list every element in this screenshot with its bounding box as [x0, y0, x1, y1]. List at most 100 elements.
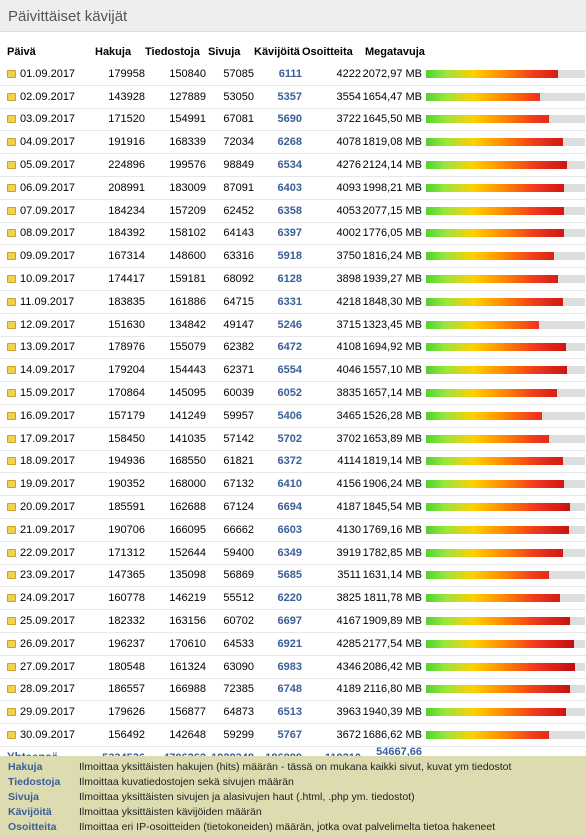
- row-visitors[interactable]: 6410: [277, 478, 302, 491]
- row-mb: 1694,92 MB: [362, 341, 422, 354]
- row-mb: 1782,85 MB: [362, 546, 422, 559]
- row-visitors[interactable]: 6372: [277, 455, 302, 468]
- row-day-cell: 06.09.2017: [7, 182, 91, 194]
- row-visitors[interactable]: 6472: [277, 341, 302, 354]
- note-icon: [7, 92, 16, 101]
- row-day: 27.09.2017: [20, 660, 76, 673]
- row-visitors[interactable]: 5246: [277, 318, 302, 331]
- row-visitors[interactable]: 6268: [277, 136, 302, 149]
- row-pages: 68092: [223, 273, 254, 286]
- row-hits: 191916: [108, 136, 145, 149]
- table-row: 08.09.2017 184392 158102 64143 6397 4002 1776,…: [0, 223, 586, 246]
- row-visitors[interactable]: 6921: [277, 637, 302, 650]
- row-hits: 143928: [108, 90, 145, 103]
- row-visitors[interactable]: 6358: [277, 204, 302, 217]
- row-ips: 4285: [336, 637, 361, 650]
- row-day-cell: 05.09.2017: [7, 159, 91, 171]
- traffic-bar: [426, 525, 585, 534]
- row-visitors[interactable]: 5767: [277, 729, 302, 741]
- row-pages: 55512: [223, 592, 254, 605]
- row-visitors[interactable]: 6397: [277, 227, 302, 240]
- note-icon: [7, 411, 16, 420]
- note-icon: [7, 69, 16, 78]
- row-visitors[interactable]: 6694: [277, 501, 302, 514]
- traffic-bar: [426, 366, 585, 375]
- row-ips: 4189: [336, 683, 361, 696]
- daily-table-body: 01.09.2017 179958 150840 57085 6111 4222 2072,…: [0, 63, 586, 747]
- row-pages: 98849: [223, 159, 254, 172]
- table-row: 22.09.2017 171312 152644 59400 6349 3919 1782,…: [0, 542, 586, 565]
- row-files: 135098: [169, 569, 206, 582]
- row-visitors[interactable]: 6220: [277, 592, 302, 605]
- row-hits: 184392: [108, 227, 145, 240]
- traffic-bar: [426, 297, 585, 306]
- row-pages: 59400: [223, 546, 254, 559]
- row-files: 150840: [169, 67, 206, 80]
- row-mb: 1939,27 MB: [362, 273, 422, 286]
- legend-item: Hakuja Ilmoittaa yksittäisten hakujen (hi…: [8, 759, 578, 774]
- row-visitors[interactable]: 5406: [277, 409, 302, 422]
- traffic-bar: [426, 708, 585, 717]
- note-icon: [7, 389, 16, 398]
- row-visitors[interactable]: 5690: [277, 113, 302, 126]
- row-pages: 66662: [223, 523, 254, 536]
- row-visitors[interactable]: 5685: [277, 569, 302, 582]
- row-mb: 1776,05 MB: [362, 227, 422, 240]
- row-visitors[interactable]: 6128: [277, 273, 302, 286]
- row-day-cell: 09.09.2017: [7, 250, 91, 262]
- note-icon: [7, 115, 16, 124]
- row-hits: 158450: [108, 432, 145, 445]
- row-visitors[interactable]: 6534: [277, 159, 302, 172]
- row-visitors[interactable]: 6349: [277, 546, 302, 559]
- row-visitors[interactable]: 5702: [277, 432, 302, 445]
- row-visitors[interactable]: 6983: [277, 660, 302, 673]
- row-visitors[interactable]: 6554: [277, 364, 302, 377]
- row-mb: 1526,28 MB: [362, 409, 422, 422]
- legend-term: Sivuja: [8, 790, 39, 803]
- note-icon: [7, 275, 16, 284]
- row-ips: 3511: [337, 569, 361, 582]
- row-day-cell: 03.09.2017: [7, 113, 91, 125]
- row-ips: 3465: [336, 409, 361, 422]
- table-row: 18.09.2017 194936 168550 61821 6372 4114 1819,…: [0, 451, 586, 474]
- row-ips: 4276: [336, 159, 361, 172]
- table-row: 01.09.2017 179958 150840 57085 6111 4222 2072,…: [0, 63, 586, 86]
- traffic-bar: [426, 480, 585, 489]
- row-pages: 64143: [223, 227, 254, 240]
- note-icon: [7, 138, 16, 147]
- row-pages: 57085: [223, 67, 254, 80]
- row-visitors[interactable]: 6403: [277, 181, 302, 194]
- row-day-cell: 18.09.2017: [7, 455, 91, 467]
- row-visitors[interactable]: 5357: [277, 90, 302, 103]
- table-row: 28.09.2017 186557 166988 72385 6748 4189 2116,…: [0, 679, 586, 702]
- header-pages: Sivuja: [208, 46, 241, 58]
- legend-item: Osoitteita Ilmoittaa eri IP-osoitteiden (…: [8, 819, 578, 834]
- row-visitors[interactable]: 6111: [278, 67, 302, 80]
- row-day-cell: 28.09.2017: [7, 683, 91, 695]
- row-visitors[interactable]: 6052: [277, 387, 302, 400]
- row-day: 23.09.2017: [20, 569, 76, 582]
- row-visitors[interactable]: 6748: [277, 683, 302, 696]
- row-visitors[interactable]: 5918: [277, 250, 302, 263]
- note-icon: [7, 617, 16, 626]
- row-pages: 67124: [223, 501, 254, 514]
- row-visitors[interactable]: 6697: [277, 615, 302, 628]
- row-files: 154991: [169, 113, 206, 126]
- row-pages: 59957: [223, 409, 254, 422]
- row-visitors[interactable]: 6331: [277, 295, 302, 308]
- row-visitors[interactable]: 6513: [277, 706, 302, 719]
- row-day: 01.09.2017: [20, 67, 76, 80]
- note-icon: [7, 571, 16, 580]
- legend-description: Ilmoittaa yksittäisten sivujen ja alasiv…: [79, 790, 415, 803]
- legend-description: Ilmoittaa yksittäisten hakujen (hits) mä…: [79, 760, 512, 773]
- note-icon: [7, 480, 16, 489]
- row-mb: 1631,14 MB: [362, 569, 422, 582]
- traffic-bar: [426, 343, 585, 352]
- table-row: 07.09.2017 184234 157209 62452 6358 4053 2077,…: [0, 200, 586, 223]
- row-hits: 190706: [108, 523, 145, 536]
- row-visitors[interactable]: 6603: [277, 523, 302, 536]
- row-day: 24.09.2017: [20, 592, 76, 605]
- legend-item: Sivuja Ilmoittaa yksittäisten sivujen ja …: [8, 789, 578, 804]
- row-mb: 1557,10 MB: [362, 364, 422, 377]
- row-pages: 60039: [223, 387, 254, 400]
